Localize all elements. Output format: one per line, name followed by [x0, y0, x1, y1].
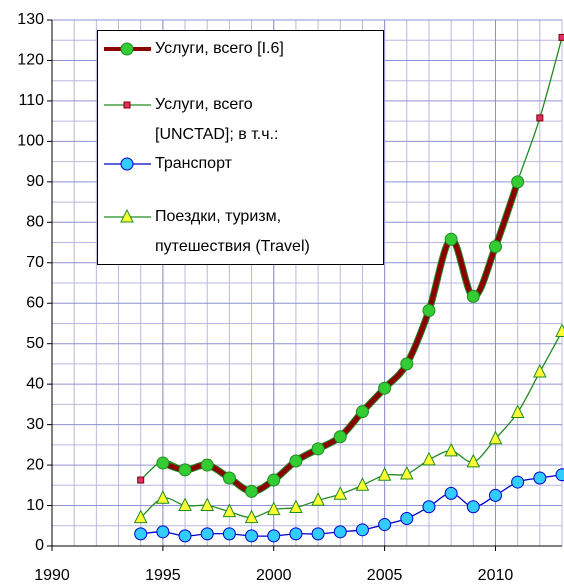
y-tick-label: 0 [35, 537, 44, 554]
data-point [399, 465, 414, 480]
data-point [289, 499, 303, 514]
data-point [311, 442, 325, 456]
y-tick-label: 30 [26, 416, 44, 433]
legend-label: Транспорт [155, 155, 232, 172]
data-point [466, 500, 480, 514]
data-point [289, 454, 303, 468]
data-point [156, 490, 170, 504]
data-point [178, 529, 192, 543]
data-point [466, 289, 480, 303]
data-point [289, 527, 303, 541]
data-point [555, 468, 564, 482]
data-point [244, 509, 259, 524]
y-tick-label: 70 [26, 254, 44, 271]
data-point [178, 497, 192, 512]
y-tick-label: 110 [18, 92, 44, 109]
y-tick-label: 40 [26, 375, 44, 392]
data-point [488, 488, 502, 502]
data-point [333, 525, 347, 539]
data-point [222, 527, 236, 541]
x-tick-label: 1990 [34, 567, 70, 584]
legend-marker [120, 42, 134, 56]
x-tick-label: 2000 [256, 567, 292, 584]
data-point [267, 473, 281, 487]
data-point [200, 497, 215, 512]
x-tick-label: 1995 [145, 567, 181, 584]
data-point [200, 458, 214, 472]
legend-marker [120, 157, 134, 171]
data-point [355, 523, 369, 537]
data-point [311, 492, 325, 506]
data-point [178, 463, 192, 477]
data-point [200, 527, 214, 541]
data-point [267, 529, 281, 543]
legend-samples [104, 42, 151, 223]
y-tick-label: 90 [26, 173, 44, 190]
data-point [134, 527, 148, 541]
data-point [444, 232, 458, 246]
data-point [444, 442, 458, 457]
legend-label: Поездки, туризм, путешествия (Travel) [155, 208, 310, 255]
data-point [466, 453, 481, 468]
data-point [488, 430, 503, 445]
data-point [355, 405, 369, 419]
data-point [222, 471, 236, 485]
y-tick-label: 20 [26, 456, 44, 473]
data-point [422, 451, 436, 466]
data-point [444, 486, 458, 500]
data-point [156, 456, 170, 470]
data-point [536, 114, 544, 122]
x-tick-label: 2010 [478, 567, 514, 584]
legend-marker [123, 101, 131, 109]
data-point [333, 486, 348, 500]
legend: Услуги, всего [I.6] Услуги, всего [UNCTA… [97, 30, 384, 265]
data-point [222, 503, 237, 518]
y-tick-label: 60 [26, 294, 44, 311]
data-point [511, 175, 525, 189]
data-point [133, 509, 148, 524]
data-point [422, 500, 436, 514]
data-point [333, 430, 347, 444]
data-point [488, 240, 502, 254]
y-tick-label: 100 [17, 133, 44, 150]
data-point [245, 529, 259, 543]
data-point [510, 404, 525, 418]
data-point [400, 357, 414, 371]
data-point [377, 467, 392, 481]
data-point [400, 511, 414, 525]
data-point [156, 525, 170, 539]
y-tick-label: 130 [17, 11, 44, 28]
data-point [266, 501, 281, 516]
data-point [311, 527, 325, 541]
legend-label: Услуги, всего [UNCTAD]; в т.ч.: [155, 96, 279, 143]
legend-label: Услуги, всего [I.6] [155, 40, 284, 57]
x-tick-label: 2005 [367, 567, 403, 584]
data-point [378, 518, 392, 532]
data-point [355, 477, 370, 491]
y-tick-label: 120 [17, 52, 44, 69]
data-point [422, 304, 436, 318]
data-point [137, 476, 145, 484]
y-tick-label: 10 [26, 497, 44, 514]
data-point [533, 471, 547, 485]
data-point [378, 381, 392, 395]
data-point [558, 33, 564, 41]
data-point [245, 484, 259, 498]
legend-marker [120, 208, 134, 223]
y-tick-label: 50 [26, 335, 44, 352]
data-point [533, 363, 547, 378]
data-point [511, 475, 525, 489]
y-tick-label: 80 [26, 214, 44, 231]
data-point [555, 323, 564, 338]
